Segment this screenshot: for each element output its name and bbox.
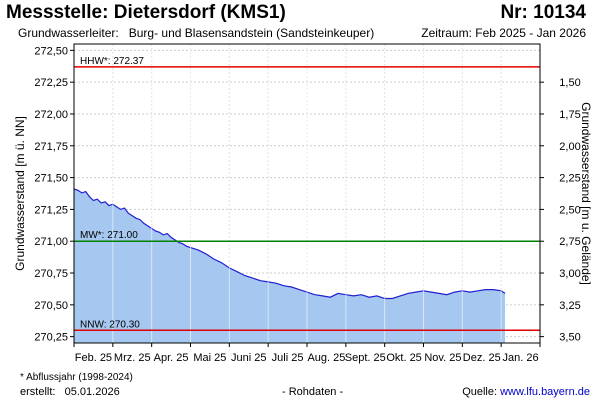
left-tick-label: 271,50	[34, 173, 68, 185]
groundwater-area	[74, 189, 505, 343]
source-label: Quelle:	[462, 386, 498, 398]
right-tick-label: 3,00	[559, 268, 580, 280]
left-tick-label: 270,25	[34, 332, 68, 344]
left-axis: 270,25 270,50 270,75 271,00 271,25 271,50 271,…	[34, 45, 74, 344]
left-tick-label: 272,00	[34, 109, 68, 121]
right-axis: 3,50 3,25 3,00 2,75 2,50 2,25 2,00 1,75 1,50	[540, 77, 581, 344]
source-link[interactable]: www.lfu.bayern.de	[500, 386, 590, 398]
left-tick-label: 271,25	[34, 204, 68, 216]
x-tick-label: Apr. 25	[154, 352, 189, 364]
source-info: Quelle: www.lfu.bayern.de	[462, 386, 590, 398]
x-tick-label: Mrz. 25	[114, 352, 151, 364]
raw-data-note: - Rohdaten -	[282, 386, 344, 398]
x-axis: Feb. 25 Mrz. 25 Apr. 25 Mai 25 Juni 25 Juli 2…	[73, 343, 541, 364]
chart-title: Messstelle: Dietersdorf (KMS1)	[6, 2, 286, 23]
aquifer-value: Burg- und Blasensandstein (Sandsteinkeup…	[128, 26, 375, 40]
right-tick-label: 2,00	[559, 141, 580, 153]
right-tick-label: 3,25	[559, 300, 580, 312]
left-tick-label: 270,50	[34, 300, 68, 312]
right-tick-label: 2,25	[559, 173, 580, 185]
y-axis-title-right: Grundwasserstand [m u. Gelände]	[579, 102, 593, 285]
reference-lines: HHW*: 272.37 MW*: 271.00 NNW: 270.30	[74, 56, 540, 332]
x-tick-label: Dez. 25	[463, 352, 501, 364]
x-tick-label: Aug. 25	[307, 352, 345, 364]
period-label: Zeitraum: Feb 2025 - Jan 2026	[421, 26, 586, 40]
right-tick-label: 1,75	[559, 109, 580, 121]
right-tick-label: 3,50	[559, 332, 580, 344]
x-tick-label: Juli 25	[272, 352, 304, 364]
footnote: * Abflussjahr (1998-2024)	[20, 372, 133, 383]
x-tick-label: Mai 25	[193, 352, 226, 364]
created-label: erstellt:	[20, 386, 56, 398]
station-number: Nr: 10134	[500, 2, 586, 23]
aquifer-label: Grundwasserleiter:	[18, 26, 119, 40]
right-tick-label: 2,50	[559, 204, 580, 216]
aquifer-info: Grundwasserleiter: Burg- und Blasensands…	[18, 26, 374, 40]
reference-label: NNW: 270.30	[80, 319, 140, 330]
y-axis-title-left: Grundwasserstand [m ü. NN]	[13, 116, 27, 271]
reference-label: HHW*: 272.37	[80, 56, 144, 67]
x-tick-label: Jan. 26	[503, 352, 539, 364]
left-tick-label: 271,00	[34, 236, 68, 248]
x-tick-label: Nov. 25	[424, 352, 461, 364]
created-info: erstellt: 05.01.2026	[20, 386, 120, 398]
left-tick-label: 271,75	[34, 141, 68, 153]
x-tick-label: Okt. 25	[386, 352, 421, 364]
left-tick-label: 272,50	[34, 45, 68, 57]
left-tick-label: 270,75	[34, 268, 68, 280]
x-tick-label: Sept. 25	[345, 352, 386, 364]
groundwater-line	[73, 188, 506, 300]
x-tick-label: Feb. 25	[75, 352, 112, 364]
created-date: 05.01.2026	[64, 386, 120, 398]
x-tick-label: Juni 25	[231, 352, 266, 364]
right-tick-label: 1,50	[559, 77, 580, 89]
right-tick-label: 2,75	[559, 236, 580, 248]
left-tick-label: 272,25	[34, 77, 68, 89]
reference-label: MW*: 271.00	[80, 230, 138, 241]
